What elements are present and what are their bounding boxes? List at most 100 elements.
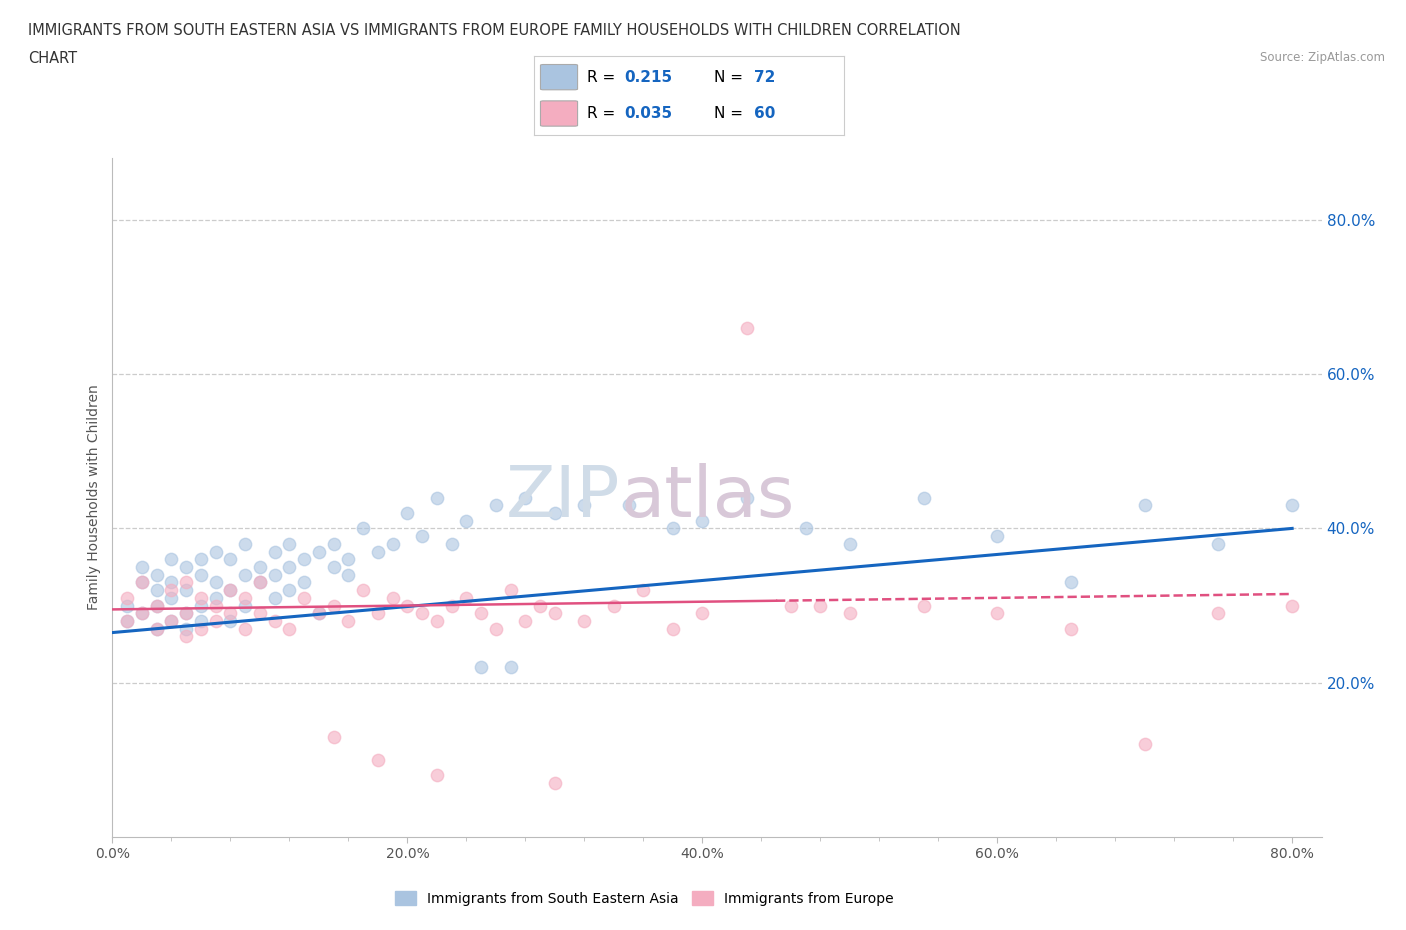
Point [396, 506, 419, 521]
Point [322, 598, 344, 613]
Point [219, 614, 242, 629]
Text: 72: 72 [754, 70, 775, 85]
Point [145, 583, 167, 598]
Point [308, 605, 330, 620]
Point [912, 490, 935, 505]
Point [1281, 498, 1303, 512]
Point [278, 583, 301, 598]
Point [308, 605, 330, 620]
Point [204, 544, 226, 559]
Point [160, 551, 183, 566]
Point [692, 513, 714, 528]
Text: R =: R = [586, 70, 620, 85]
Point [204, 591, 226, 605]
Point [278, 560, 301, 575]
Point [574, 614, 596, 629]
Point [233, 567, 256, 582]
Point [456, 513, 478, 528]
Text: 60: 60 [754, 106, 775, 121]
Point [190, 598, 212, 613]
Point [219, 551, 242, 566]
Point [219, 605, 242, 620]
Point [145, 567, 167, 582]
Point [633, 583, 655, 598]
Point [115, 598, 138, 613]
Point [145, 621, 167, 636]
Point [292, 575, 315, 590]
Point [838, 537, 860, 551]
Point [160, 614, 183, 629]
Point [174, 575, 197, 590]
Point [292, 551, 315, 566]
Point [322, 537, 344, 551]
Point [160, 614, 183, 629]
Point [233, 591, 256, 605]
Point [292, 591, 315, 605]
Point [440, 537, 463, 551]
Point [190, 614, 212, 629]
Text: 0.035: 0.035 [624, 106, 672, 121]
Point [204, 614, 226, 629]
Point [411, 528, 433, 543]
Point [456, 591, 478, 605]
Point [219, 583, 242, 598]
Point [470, 660, 492, 675]
FancyBboxPatch shape [540, 100, 578, 126]
Point [174, 629, 197, 644]
Point [233, 598, 256, 613]
Point [499, 660, 522, 675]
Point [735, 490, 758, 505]
Point [204, 598, 226, 613]
Point [219, 583, 242, 598]
Point [145, 621, 167, 636]
Point [160, 591, 183, 605]
Point [381, 537, 404, 551]
Text: N =: N = [714, 106, 748, 121]
Text: CHART: CHART [28, 51, 77, 66]
Point [544, 506, 567, 521]
Point [131, 605, 153, 620]
Point [263, 544, 285, 559]
Point [160, 583, 183, 598]
Point [174, 621, 197, 636]
Point [233, 537, 256, 551]
Point [1281, 598, 1303, 613]
Point [381, 591, 404, 605]
Text: IMMIGRANTS FROM SOUTH EASTERN ASIA VS IMMIGRANTS FROM EUROPE FAMILY HOUSEHOLDS W: IMMIGRANTS FROM SOUTH EASTERN ASIA VS IM… [28, 23, 960, 38]
Point [115, 614, 138, 629]
Point [529, 598, 551, 613]
Point [692, 605, 714, 620]
Point [190, 621, 212, 636]
Point [838, 605, 860, 620]
Point [367, 605, 389, 620]
Text: Source: ZipAtlas.com: Source: ZipAtlas.com [1260, 51, 1385, 64]
Point [396, 598, 419, 613]
Text: 0.215: 0.215 [624, 70, 672, 85]
Point [337, 567, 360, 582]
Point [337, 551, 360, 566]
Point [485, 498, 508, 512]
Point [263, 591, 285, 605]
Point [249, 575, 271, 590]
Text: R =: R = [586, 106, 620, 121]
Point [515, 490, 537, 505]
Point [499, 583, 522, 598]
Point [544, 776, 567, 790]
Point [411, 605, 433, 620]
Point [115, 614, 138, 629]
FancyBboxPatch shape [540, 64, 578, 90]
Point [131, 605, 153, 620]
Point [249, 605, 271, 620]
Point [662, 521, 685, 536]
Point [278, 537, 301, 551]
Point [426, 768, 449, 783]
Point [808, 598, 831, 613]
Point [322, 729, 344, 744]
Point [174, 605, 197, 620]
Point [249, 575, 271, 590]
Point [1060, 575, 1083, 590]
Point [204, 575, 226, 590]
Point [174, 560, 197, 575]
Point [233, 621, 256, 636]
Text: N =: N = [714, 70, 748, 85]
